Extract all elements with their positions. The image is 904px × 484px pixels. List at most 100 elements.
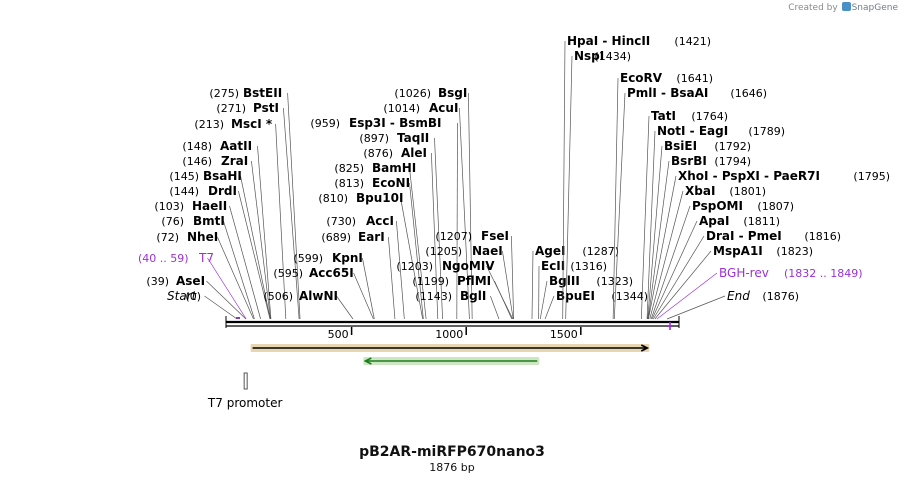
site-name[interactable]: AgeI — [535, 244, 565, 258]
site-name[interactable]: Bpu10I — [356, 191, 403, 205]
site-connector-line — [539, 280, 548, 320]
site-name[interactable]: FseI — [481, 229, 509, 243]
site-name[interactable]: EcoRV — [620, 71, 663, 85]
site-name[interactable]: HaeII — [192, 199, 227, 213]
site-name[interactable]: PflMI — [457, 274, 491, 288]
snapgene-logo-icon — [841, 2, 851, 11]
site-position: (1205) — [425, 245, 462, 258]
site-position: (1421) — [674, 35, 711, 48]
site-name[interactable]: AleI — [401, 146, 427, 160]
site-connector-line — [207, 257, 247, 320]
site-name[interactable]: DrdI — [208, 184, 237, 198]
site-position: (1143) — [415, 290, 452, 303]
site-name[interactable]: TaqII — [397, 131, 429, 145]
site-position: (145) — [169, 170, 199, 183]
site-name[interactable]: BglII — [549, 274, 580, 288]
site-connector-line — [640, 115, 650, 320]
site-name[interactable]: BpuEI — [556, 289, 595, 303]
site-name[interactable]: AatII — [220, 139, 252, 153]
site-position: (271) — [216, 102, 246, 115]
site-name[interactable]: NheI — [187, 230, 218, 244]
orf-reverse-arrowhead — [363, 357, 372, 365]
site-name[interactable]: NaeI — [472, 244, 503, 258]
site-name[interactable]: AcuI — [429, 101, 458, 115]
site-name[interactable]: EcII — [541, 259, 565, 273]
site-position: (146) — [182, 155, 212, 168]
site-connector-line — [511, 235, 515, 320]
site-connector-line — [336, 295, 354, 320]
site-connector-line — [400, 197, 424, 320]
site-name[interactable]: BmtI — [193, 214, 225, 228]
site-name[interactable]: PmlI - BsaAI — [627, 86, 708, 100]
site-connector-line — [257, 145, 272, 320]
ruler-tick-label: 500 — [328, 328, 349, 341]
site-name[interactable]: KpnI — [332, 251, 363, 265]
site-position: (506) — [263, 290, 293, 303]
site-name[interactable]: NotI - EagI — [657, 124, 728, 138]
site-name[interactable]: DraI - PmeI — [706, 229, 782, 243]
site-name[interactable]: AccI — [366, 214, 394, 228]
site-name[interactable]: BsaHI — [203, 169, 242, 183]
site-name[interactable]: Acc65I — [309, 266, 354, 280]
site-name[interactable]: BglI — [460, 289, 486, 303]
site-name[interactable]: Start — [167, 289, 198, 303]
site-position: (72) — [156, 231, 179, 244]
site-name[interactable]: XhoI - PspXI - PaeR7I — [678, 169, 820, 183]
site-connector-line — [456, 122, 458, 320]
site-connector-line — [531, 250, 534, 320]
site-position: (1876) — [762, 290, 799, 303]
site-name[interactable]: BsgI — [438, 86, 467, 100]
site-position: (876) — [363, 147, 393, 160]
site-name[interactable]: NspI — [574, 49, 604, 63]
snapgene-credit: Created by SnapGene — [788, 2, 898, 13]
site-connector-line — [287, 92, 301, 320]
site-position: (1807) — [757, 200, 794, 213]
site-position: (689) — [321, 231, 351, 244]
site-position: (1764) — [691, 110, 728, 123]
site-position: (897) — [359, 132, 389, 145]
site-name[interactable]: AlwNI — [299, 289, 338, 303]
site-connector-line — [409, 167, 427, 320]
site-name[interactable]: BamHI — [372, 161, 416, 175]
promoter-feature-label: T7 promoter — [207, 396, 283, 410]
site-connector-line — [388, 236, 396, 320]
site-connector-line — [544, 295, 555, 320]
promoter-feature-box[interactable] — [243, 372, 248, 390]
site-name[interactable]: Esp3I - BsmBI — [349, 116, 441, 130]
site-name[interactable]: End — [727, 289, 750, 303]
site-name[interactable]: BstEII — [243, 86, 282, 100]
site-position: (810) — [318, 192, 348, 205]
site-connector-line — [490, 295, 500, 320]
site-name[interactable]: MspA1I — [713, 244, 763, 258]
site-name[interactable]: AseI — [176, 274, 205, 288]
site-name[interactable]: XbaI — [685, 184, 715, 198]
site-name[interactable]: BsiEI — [664, 139, 697, 153]
site-name[interactable]: ApaI — [699, 214, 729, 228]
site-connector-line — [275, 123, 287, 320]
site-connector-line — [217, 236, 254, 320]
orf-forward-arrowhead — [640, 344, 650, 352]
site-name[interactable]: HpaI - HincII — [567, 34, 650, 48]
site-connector-line — [468, 92, 473, 320]
site-name[interactable]: PspOMI — [692, 199, 743, 213]
site-connector-line — [251, 160, 271, 320]
site-name[interactable]: EcoNI — [372, 176, 410, 190]
site-position: (148) — [182, 140, 212, 153]
site-name[interactable]: ZraI — [221, 154, 248, 168]
ruler-tick-label: 1000 — [435, 328, 463, 341]
primer-name[interactable]: BGH-rev — [719, 266, 769, 280]
site-position: (1646) — [730, 87, 767, 100]
site-position: (813) — [334, 177, 364, 190]
site-name[interactable]: NgoMIV — [442, 259, 495, 273]
site-name[interactable]: TatI — [651, 109, 676, 123]
site-name[interactable]: MscI * — [231, 117, 273, 131]
site-connector-line — [650, 205, 691, 320]
site-name[interactable]: BsrBI — [671, 154, 707, 168]
primer-name[interactable]: T7 — [198, 251, 214, 265]
site-name[interactable]: PstI — [253, 101, 279, 115]
site-position: (959) — [310, 117, 340, 130]
site-name[interactable]: EarI — [358, 230, 385, 244]
site-connector-line — [240, 175, 271, 320]
site-connector-line — [204, 295, 238, 320]
site-position: (1816) — [804, 230, 841, 243]
